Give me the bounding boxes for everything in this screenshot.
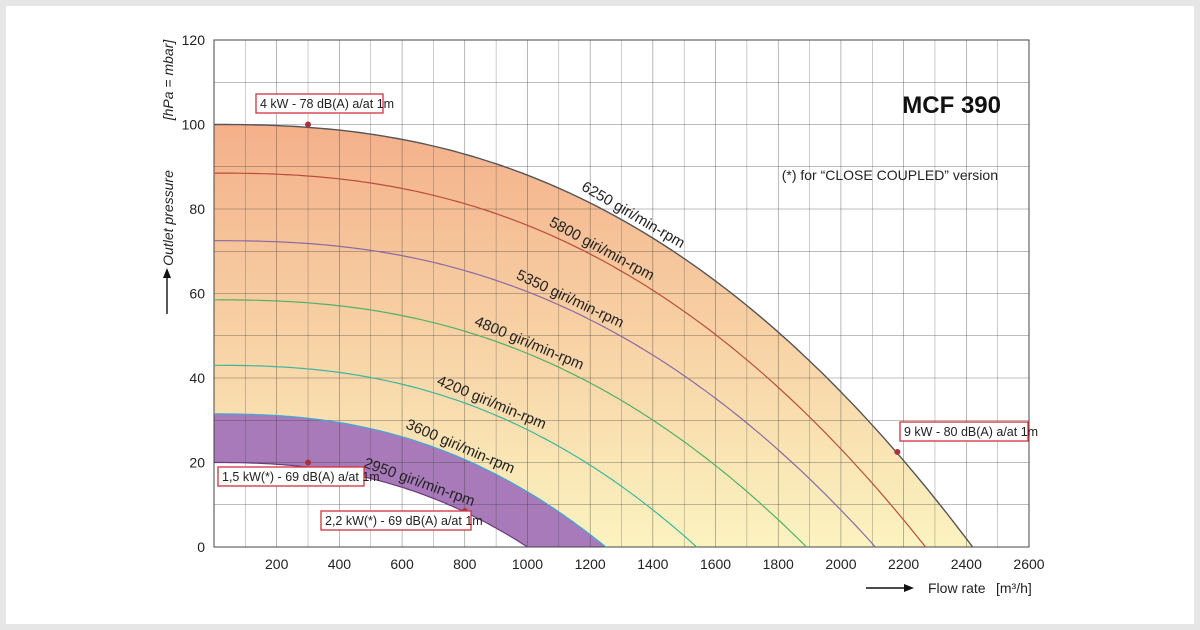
annotation-marker — [305, 459, 312, 466]
annotation-marker — [305, 121, 312, 128]
x-axis-arrow-head — [904, 584, 914, 592]
x-tick-label: 1200 — [575, 556, 606, 572]
chart-frame: 6250 giri/min-rpm 5800 giri/min-rpm 5350 g… — [6, 6, 1194, 624]
x-tick-label: 2600 — [1013, 556, 1044, 572]
series-line-6 — [214, 461, 528, 548]
chart-subtitle: (*) for “CLOSE COUPLED” version — [782, 167, 998, 183]
y-axis-label: Outlet pressure — [160, 170, 176, 266]
x-tick-label: 200 — [265, 556, 289, 572]
annotation-box — [217, 466, 365, 487]
x-tick-label: 800 — [453, 556, 477, 572]
annotation-label: 1,5 kW(*) - 69 dB(A) a/at 1m — [222, 470, 380, 484]
x-tick-label: 1600 — [700, 556, 731, 572]
x-tick-label: 2000 — [825, 556, 856, 572]
y-tick-label: 20 — [189, 455, 205, 471]
x-tick-label: 1800 — [763, 556, 794, 572]
annotation-label: 9 kW - 80 dB(A) a/at 1m — [904, 425, 1038, 439]
series-line-5 — [214, 413, 607, 548]
x-tick-label: 1000 — [512, 556, 543, 572]
series-line-2 — [214, 240, 876, 548]
annotation-box — [899, 421, 1029, 442]
y-tick-label: 40 — [189, 370, 205, 386]
y-tick-label: 100 — [182, 117, 206, 133]
x-axis-unit: [m³/h] — [996, 580, 1032, 596]
y-tick-label: 0 — [197, 539, 205, 555]
annotation-box — [255, 93, 384, 114]
series-line-3 — [214, 299, 807, 548]
y-axis-unit: [hPa = mbar] — [160, 39, 176, 122]
plot-border — [213, 39, 1030, 548]
series-line-1 — [214, 172, 927, 548]
x-tick-label: 400 — [328, 556, 352, 572]
y-tick-label: 60 — [189, 286, 205, 302]
series-line-4 — [214, 364, 698, 548]
annotation-marker — [894, 448, 901, 455]
x-tick-label: 2400 — [951, 556, 982, 572]
x-tick-label: 2200 — [888, 556, 919, 572]
close-coupled-band — [214, 413, 606, 547]
x-tick-label: 1400 — [637, 556, 668, 572]
annotation-label: 4 kW - 78 dB(A) a/at 1m — [260, 97, 394, 111]
annotation-label: 2,2 kW(*) - 69 dB(A) a/at 1m — [325, 514, 483, 528]
y-tick-label: 80 — [189, 201, 205, 217]
x-axis-label: Flow rate — [928, 580, 986, 596]
y-tick-label: 120 — [182, 32, 206, 48]
chart-title: MCF 390 — [902, 92, 1001, 119]
y-axis-arrow-head — [163, 268, 171, 278]
annotation-box — [320, 510, 472, 531]
series-line-0 — [214, 123, 974, 548]
x-tick-label: 600 — [390, 556, 414, 572]
